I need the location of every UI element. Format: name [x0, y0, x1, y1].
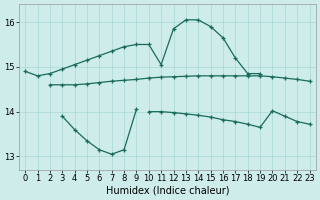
X-axis label: Humidex (Indice chaleur): Humidex (Indice chaleur) — [106, 186, 229, 196]
